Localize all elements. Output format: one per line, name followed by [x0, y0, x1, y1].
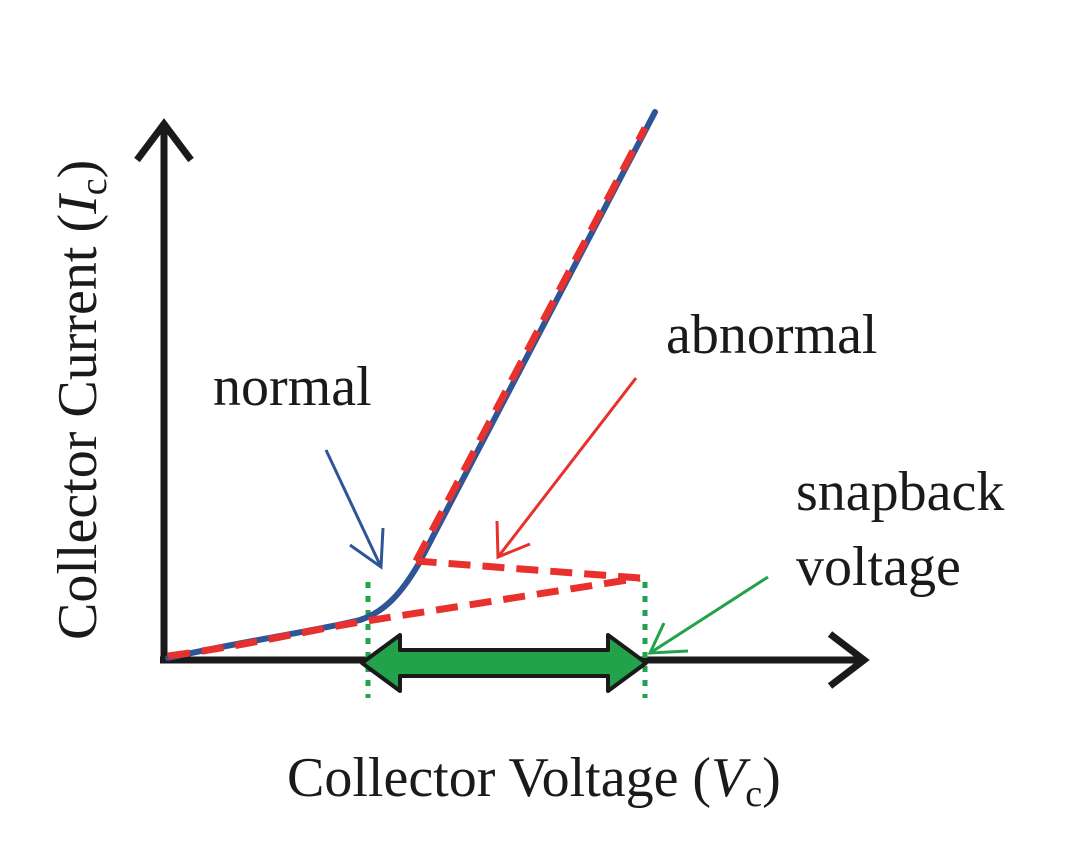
y-axis-title-var: I — [47, 193, 109, 215]
abnormal-pointer — [495, 377, 638, 560]
x-axis-title-text: Collector Voltage ( — [287, 747, 711, 809]
y-axis-title-close: ) — [47, 160, 109, 179]
normal-label: normal — [213, 356, 372, 418]
abnormal-lower-branch — [167, 574, 641, 660]
snapback-pointer — [647, 575, 769, 655]
normal-pointer — [324, 449, 385, 570]
normal-pointer-head — [349, 527, 385, 570]
abnormal-upper-branch — [412, 126, 649, 563]
abnormal-pointer-head — [495, 520, 531, 560]
x-axis-arrowhead — [827, 631, 870, 689]
y-axis-arrowhead — [134, 118, 194, 163]
abnormal-label: abnormal — [666, 304, 877, 366]
normal-pointer-line — [324, 449, 383, 568]
x-axis-title-var: V — [711, 747, 751, 809]
snapback-pointer-line — [649, 575, 769, 655]
y-axis-title-sub: c — [73, 178, 115, 195]
snapback-pointer-head — [647, 622, 689, 655]
abnormal-snapback-branch — [415, 557, 641, 582]
snapback-double-arrow — [360, 633, 648, 693]
snapback-range — [360, 582, 648, 698]
y-axis-title: Collector Current (Ic) — [47, 160, 115, 640]
x-axis-title: Collector Voltage (Vc) — [287, 747, 781, 815]
abnormal-pointer-line — [496, 377, 638, 558]
snapback-label-line1: snapback — [796, 461, 1004, 523]
snapback-label-line2: voltage — [796, 536, 961, 598]
y-axis-title-text: Collector Current ( — [47, 214, 109, 640]
x-axis-title-close: ) — [762, 747, 781, 809]
x-axis-title-sub: c — [745, 773, 762, 815]
abnormal-curve — [167, 126, 649, 660]
